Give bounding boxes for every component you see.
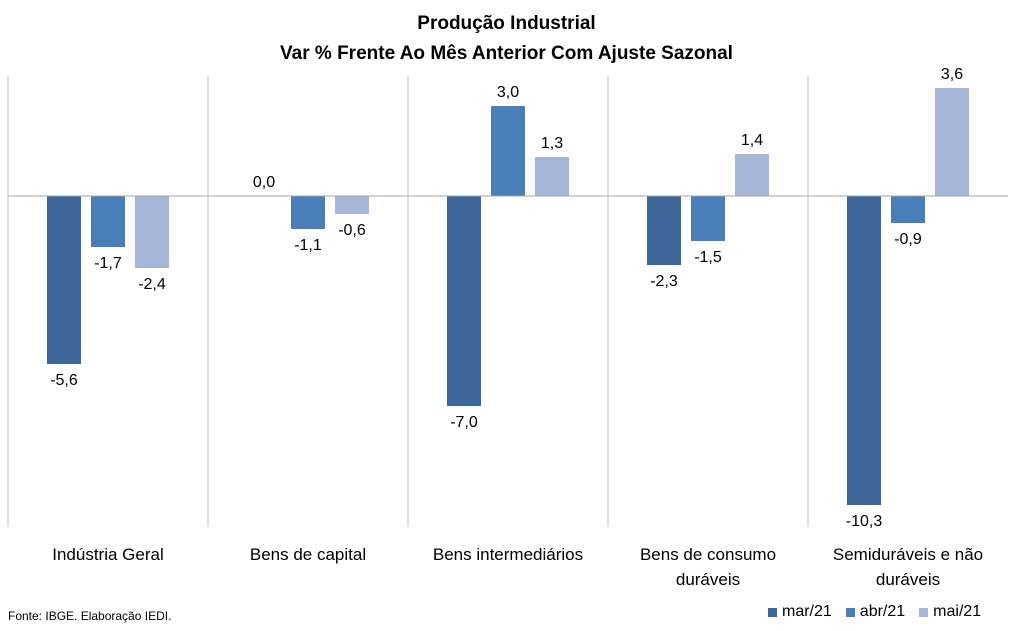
legend-swatch-mar21 [768, 607, 777, 617]
category-label: duráveis [876, 570, 940, 589]
bar [491, 106, 525, 196]
bar-chart: -5,6 0,0 -7,0 -2,3 -10,3 -1,7 -1,1 3,0 -1,5 -0,9 -… [7, 66, 1008, 589]
legend-label-abr21: abr/21 [859, 603, 906, 620]
source-note: Fonte: IBGE. Elaboração IEDI. [8, 609, 172, 623]
legend-item-mai21: mai/21 [919, 603, 981, 621]
data-label: -1,7 [94, 255, 122, 272]
data-label: -0,6 [338, 222, 366, 239]
legend-label-mai21: mai/21 [933, 603, 982, 620]
bar [535, 157, 569, 196]
bar [335, 196, 369, 214]
category-label: duráveis [676, 570, 740, 589]
legend-swatch-mai21 [919, 607, 929, 617]
data-label: -10,3 [846, 513, 883, 530]
data-label: 1,3 [541, 135, 563, 152]
legend-label-mar21: mar/21 [782, 603, 832, 620]
bar [891, 196, 925, 223]
bar [735, 154, 769, 196]
legend-swatch-abr21 [845, 607, 855, 617]
data-label: -1,5 [694, 249, 722, 266]
data-label: -0,9 [894, 231, 922, 248]
data-label: -7,0 [450, 414, 478, 431]
data-label: -2,3 [650, 273, 678, 290]
data-label: 3,0 [497, 84, 519, 101]
category-label: Indústria Geral [52, 545, 164, 564]
category-label: Semiduráveis e não [833, 545, 983, 564]
chart-subtitle: Var % Frente Ao Mês Anterior Com Ajuste … [280, 43, 733, 64]
bar [691, 196, 725, 241]
category-label: Bens de consumo [640, 545, 776, 564]
legend-item-mar21: mar/21 [768, 603, 832, 621]
category-label: Bens de capital [250, 545, 366, 564]
category-label: Bens intermediários [433, 545, 583, 564]
legend-item-abr21: abr/21 [845, 603, 906, 621]
data-label: 3,6 [941, 66, 963, 83]
bar [447, 196, 481, 406]
data-label: -2,4 [138, 276, 166, 293]
data-label: 1,4 [741, 132, 763, 149]
data-label: 0,0 [253, 174, 275, 191]
bar [291, 196, 325, 229]
data-label: -5,6 [50, 372, 78, 389]
bar [847, 196, 881, 505]
bar [91, 196, 125, 247]
bar [47, 196, 81, 364]
legend: mar/21 abr/21 mai/21 [768, 603, 981, 621]
data-label: -1,1 [294, 237, 322, 254]
bar [647, 196, 681, 265]
bar [135, 196, 169, 268]
chart-title: Produção Industrial [417, 13, 596, 34]
bar [935, 88, 969, 196]
